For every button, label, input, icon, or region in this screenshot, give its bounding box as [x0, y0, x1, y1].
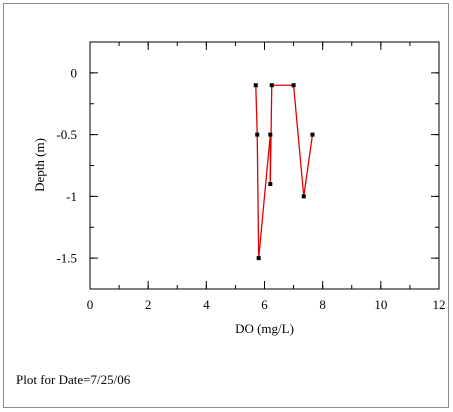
- series-lines: [255, 84, 314, 259]
- y-tick-label: -0.5: [56, 127, 77, 142]
- y-axis-ticks: [90, 41, 439, 290]
- x-tick-label: 0: [87, 297, 94, 312]
- series-line-segment: [303, 134, 314, 197]
- series-line-segment: [292, 85, 305, 197]
- plot-area: [89, 41, 440, 290]
- data-point-marker: [269, 83, 274, 88]
- data-point-marker: [255, 132, 260, 137]
- data-point-marker: [291, 83, 296, 88]
- x-tick-label: 2: [145, 297, 152, 312]
- x-tick-label: 10: [374, 297, 387, 312]
- x-tick-label: 4: [203, 297, 210, 312]
- data-point-marker: [253, 83, 258, 88]
- x-tick-label: 6: [261, 297, 268, 312]
- x-tick-label: 12: [433, 297, 446, 312]
- series-markers: [253, 83, 315, 261]
- x-axis-tick-labels: 0 2 4 6 8 10 12: [87, 297, 446, 312]
- y-tick-label: -1.5: [56, 251, 77, 266]
- y-axis-tick-labels: 0 -0.5 -1 -1.5: [56, 65, 77, 265]
- data-point-marker: [301, 194, 306, 199]
- chart-frame: [3, 3, 449, 408]
- data-point-marker: [310, 132, 315, 137]
- data-point-marker: [268, 132, 273, 137]
- x-tick-label: 8: [319, 297, 326, 312]
- series-line-segment: [256, 134, 260, 259]
- y-tick-label: -1: [66, 189, 77, 204]
- x-axis-title: DO (mg/L): [235, 321, 294, 336]
- y-tick-label: 0: [71, 65, 78, 80]
- series-line-segment: [258, 134, 271, 259]
- data-point-marker: [268, 182, 273, 187]
- y-axis-title: Depth (m): [32, 138, 47, 192]
- data-point-marker: [256, 256, 261, 261]
- x-axis-ticks: [89, 42, 440, 289]
- plot-date-caption: Plot for Date=7/25/06: [16, 372, 131, 387]
- series-line-segment: [255, 85, 258, 135]
